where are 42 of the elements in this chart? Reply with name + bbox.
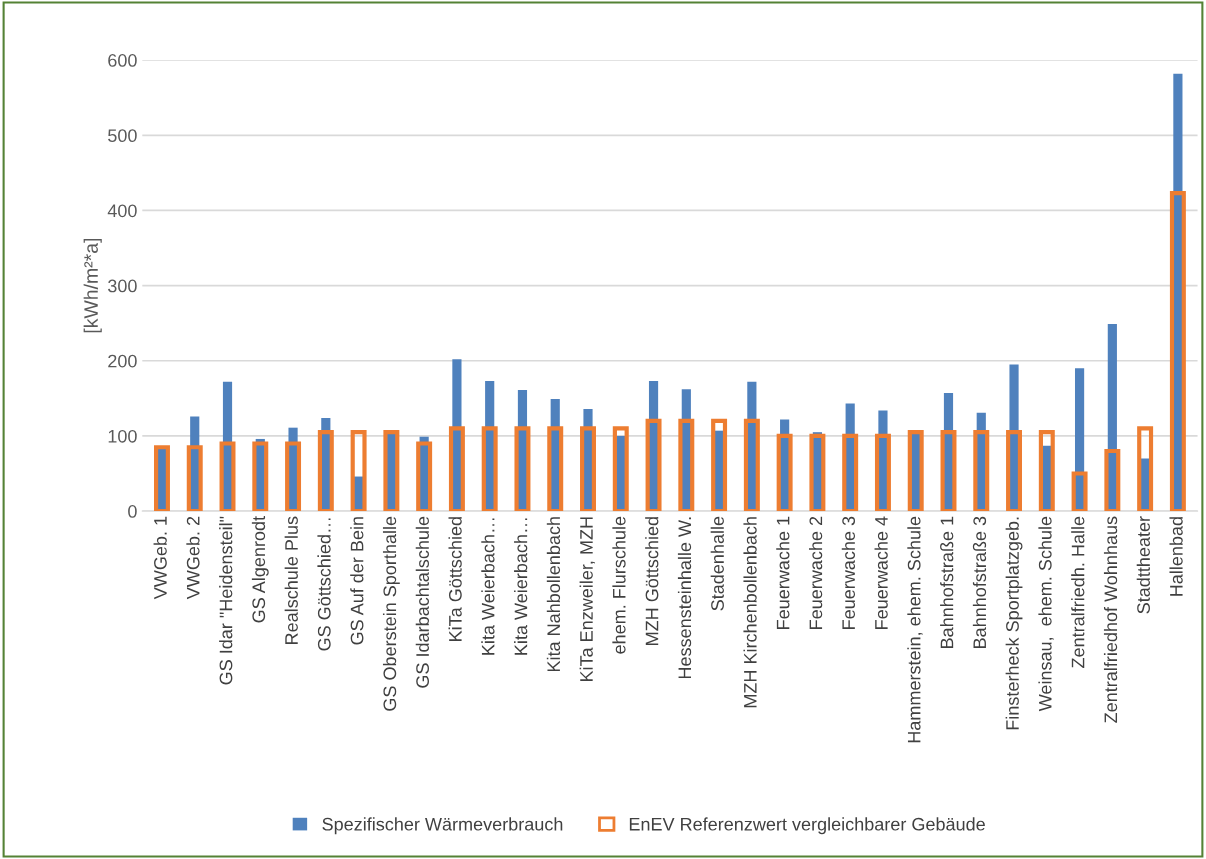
x-tick-label: GS Idar "Heidensteil" [219, 516, 233, 685]
x-tick-label: GS Algenrodt [251, 516, 269, 623]
x-tick-label: Realschule Plus [284, 516, 298, 644]
y-tick-label: 400 [107, 204, 137, 218]
x-tick-label: Hammerstein, ehem. Schule [907, 516, 923, 743]
x-tick-label: Hessensteinhalle W. [677, 517, 692, 679]
y-tick-label: 100 [108, 429, 137, 443]
y-tick-label: 200 [108, 354, 137, 368]
y-axis-title: [kWh/m²*a] [83, 238, 102, 333]
x-tick-label: KiTa Göttschied [448, 517, 462, 641]
x-tick-label: GS Auf der Bein [350, 517, 364, 645]
x-tick-label: Finsterheck Sportplatzgeb. [1005, 517, 1023, 730]
x-tick-label: Kita Weierbach… [481, 518, 495, 655]
x-tick-label: Feuerwache 4 [874, 516, 888, 629]
x-tick-label: MZH Kirchenbollenbach [743, 517, 757, 708]
x-tick-label: GS Göttschied… [317, 518, 331, 651]
y-tick-label: 600 [108, 54, 137, 67]
x-tick-label: KiTa Enzweiler, MZH [579, 517, 595, 682]
x-tick-label: Zentralfriedhof Wohnhaus [1103, 516, 1118, 723]
x-tick-label: GS Idarbachtalschule [415, 516, 429, 688]
x-tick-label: Weinsau, ehem. Schule [1038, 516, 1054, 712]
y-tick-label: 300 [108, 279, 137, 293]
x-tick-label: Stadenhalle [710, 516, 724, 611]
x-tick-label: VWGeb. 1 [153, 516, 167, 600]
x-tick-label: Stadttheater [1136, 516, 1150, 614]
legend-label: EnEV Referenzwert vergleichbarer Gebäude [629, 817, 985, 835]
x-tick-label: Kita Weierbach… [514, 518, 528, 655]
x-tick-label: MZH Göttschied [645, 517, 659, 645]
x-tick-label: GS Oberstein Sporthalle [382, 516, 400, 711]
x-tick-label: Bahnhofstraße 3 [972, 516, 987, 648]
x-tick-label: Zentralfriedh. Halle [1071, 516, 1085, 668]
legend-label: Spezifischer Wärmeverbrauch [322, 817, 563, 835]
x-tick-label: VWGeb. 2 [186, 516, 200, 600]
y-tick-label: 0 [128, 505, 137, 518]
x-tick-label: Hallenbad [1169, 517, 1183, 596]
x-tick-label: ehem. Flurschule [612, 516, 626, 654]
y-tick-label: 500 [108, 129, 137, 143]
x-tick-label: Feuerwache 2 [808, 516, 823, 629]
x-tick-label: Bahnhofstraße 1 [940, 516, 954, 648]
x-tick-label: Kita Nahbollenbach [546, 517, 561, 672]
x-tick-label: Feuerwache 1 [776, 516, 790, 629]
x-tick-label: Feuerwache 3 [841, 516, 856, 629]
